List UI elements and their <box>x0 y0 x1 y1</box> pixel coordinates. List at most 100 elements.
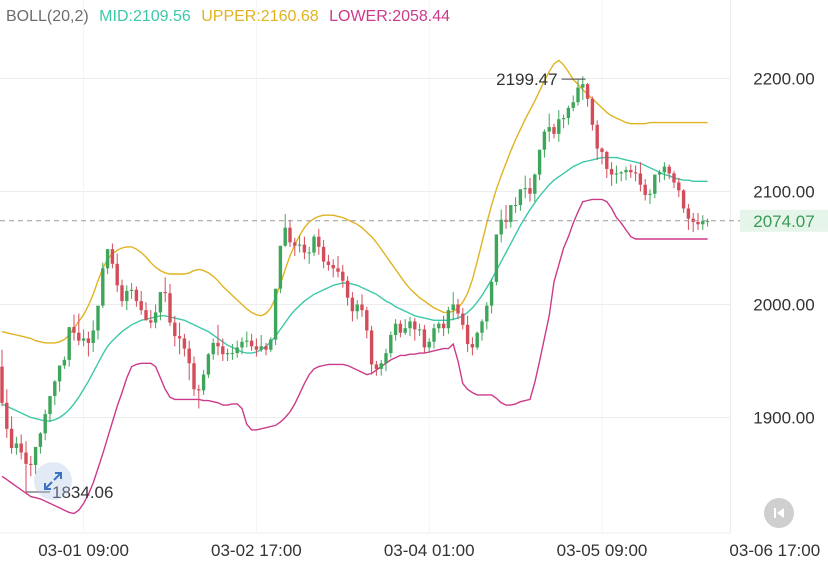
candle <box>331 259 335 278</box>
candle <box>653 174 657 199</box>
x-tick-label: 03-04 01:00 <box>384 541 475 560</box>
candle-body <box>101 268 105 306</box>
candle-body <box>278 245 283 289</box>
candle-body <box>480 321 484 333</box>
candle <box>547 113 551 142</box>
current-price-tag <box>740 209 828 232</box>
candle <box>566 105 571 125</box>
candle-body <box>384 353 388 364</box>
candle <box>5 389 9 438</box>
candle-body <box>638 173 643 185</box>
candle <box>489 278 494 314</box>
candle <box>139 290 143 315</box>
candle-body <box>91 330 95 343</box>
candle-body <box>221 346 225 355</box>
candle-body <box>408 321 412 329</box>
candle-body <box>216 342 220 347</box>
candle-body <box>701 220 705 225</box>
candle <box>705 218 710 227</box>
candle-body <box>369 330 374 365</box>
candle <box>96 305 100 340</box>
candle <box>312 234 316 256</box>
candle <box>465 315 470 352</box>
candle <box>235 340 239 358</box>
candle <box>513 197 518 213</box>
skip-back-icon <box>774 508 784 518</box>
candle <box>696 212 700 230</box>
candle <box>427 338 431 354</box>
candle <box>480 319 484 341</box>
candle <box>686 203 691 230</box>
candle-body <box>110 249 115 264</box>
candle <box>662 162 667 181</box>
indicator-legend: BOLL(20,2) MID:2109.56 UPPER:2160.68 LOW… <box>6 8 456 26</box>
candle <box>494 234 499 286</box>
candle-body <box>513 205 518 207</box>
candle <box>499 209 503 243</box>
candle <box>307 246 311 264</box>
candle <box>9 416 14 454</box>
y-tick-label: 2000.00 <box>753 296 814 315</box>
x-tick-label: 03-06 17:00 <box>729 541 820 560</box>
candle <box>523 175 527 199</box>
expand-button[interactable] <box>34 462 72 500</box>
candle <box>350 292 355 322</box>
candle-body <box>523 188 527 190</box>
candle-body <box>125 290 129 302</box>
candle-body <box>14 443 19 449</box>
candle <box>571 95 575 112</box>
candle-body <box>374 364 379 369</box>
candle-body <box>77 332 81 341</box>
candle-body <box>86 338 91 343</box>
candle-body <box>81 338 86 341</box>
candle-body <box>312 236 316 253</box>
candle-body <box>168 293 172 323</box>
candle <box>600 147 604 165</box>
candle-body <box>624 170 628 173</box>
candle-body <box>485 305 489 322</box>
y-axis: 2200.00 2100.00 2000.00 1900.00 <box>753 70 814 428</box>
candle-body <box>585 84 590 99</box>
candle <box>149 310 153 329</box>
candle <box>581 76 585 100</box>
candle <box>72 314 76 341</box>
candle-body <box>494 234 499 282</box>
candle-body <box>144 310 148 321</box>
candle <box>389 331 393 358</box>
candle-body <box>648 193 652 195</box>
candle-body <box>509 205 513 223</box>
candle <box>173 315 177 347</box>
candle-body <box>360 304 364 311</box>
candle <box>384 348 388 372</box>
candle-body <box>686 208 691 219</box>
candle <box>81 329 86 347</box>
candle <box>297 235 302 253</box>
candle-body <box>317 236 321 247</box>
candle-body <box>341 271 345 281</box>
candle <box>230 344 235 360</box>
candle <box>192 356 196 397</box>
candle-body <box>139 301 143 311</box>
candle <box>293 237 297 256</box>
candle-body <box>432 328 436 342</box>
grid-lines <box>0 0 731 534</box>
candle-body <box>29 463 33 465</box>
low-marker-label: 1834.06 <box>52 483 113 502</box>
candle <box>197 384 201 409</box>
candle-body <box>571 102 575 108</box>
candle <box>245 331 249 348</box>
candle-body <box>269 339 273 350</box>
candle-body <box>225 353 230 355</box>
scroll-to-latest-button[interactable] <box>764 498 794 528</box>
candle <box>648 189 652 204</box>
legend-mid: MID:2109.56 <box>99 8 191 25</box>
candle <box>24 441 28 493</box>
candle-body <box>0 366 4 403</box>
candle <box>206 353 211 378</box>
candle <box>53 380 57 406</box>
candle-body <box>696 222 700 225</box>
candle-body <box>365 310 369 331</box>
candle <box>537 149 542 181</box>
candle <box>470 337 475 356</box>
